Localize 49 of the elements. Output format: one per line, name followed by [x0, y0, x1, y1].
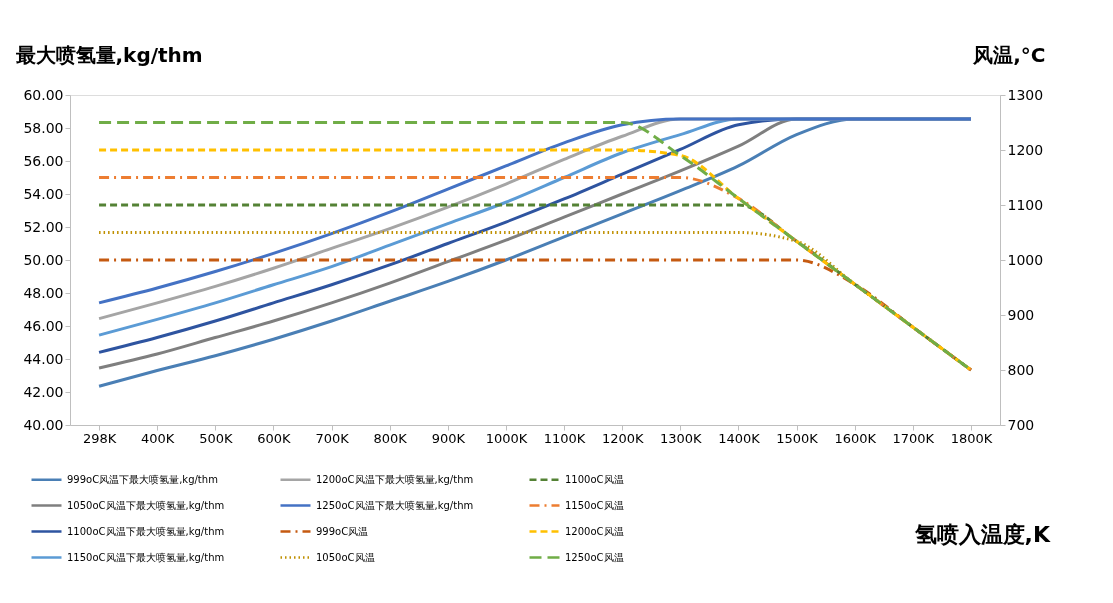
y2-tick-label: 700 [1007, 416, 1035, 433]
y-tick-label: 46.00 [23, 317, 64, 334]
x-tick-label: 500K [199, 430, 233, 446]
x-tick-label: 1600K [834, 430, 877, 446]
y-axis-title: 最大喷氢量,kg/thm [14, 42, 203, 67]
y2-tick-label: 1000 [1007, 251, 1044, 268]
y-tick-label: 42.00 [23, 383, 64, 400]
y-tick-label: 58.00 [23, 119, 64, 136]
x-tick-label: 1500K [776, 430, 819, 446]
legend-label: 1250oC风温 [565, 551, 624, 563]
y-tick-label: 50.00 [23, 251, 64, 268]
x-tick-label: 1000K [485, 430, 528, 446]
legend-label: 1200oC风温 [565, 525, 624, 537]
x-tick-label: 600K [257, 430, 292, 446]
y2-tick-label: 1100 [1007, 196, 1044, 213]
legend-label: 1100oC风温下最大喷氢量,kg/thm [67, 525, 225, 537]
y-tick-label: 60.00 [23, 86, 64, 103]
x-tick-label: 1200K [601, 430, 644, 446]
x-tick-label: 400K [141, 430, 175, 446]
legend-label: 999oC风温 [316, 525, 369, 537]
legend-label: 1200oC风温下最大喷氢量,kg/thm [316, 473, 474, 485]
x-tick-label: 1300K [660, 430, 703, 446]
legend-label: 1100oC风温 [565, 473, 624, 485]
x-axis-title: 氢喷入温度,K [913, 522, 1051, 547]
x-tick-label: 1700K [892, 430, 935, 446]
y2-tick-label: 900 [1007, 306, 1035, 323]
y-tick-label: 44.00 [23, 350, 64, 367]
x-tick-label: 900K [431, 430, 466, 446]
x-tick-label: 700K [315, 430, 350, 446]
y-tick-label: 54.00 [23, 185, 64, 202]
x-tick-label: 1400K [718, 430, 761, 446]
legend-label: 1150oC风温下最大喷氢量,kg/thm [67, 551, 225, 563]
x-tick-label: 800K [373, 430, 408, 446]
y2-tick-label: 800 [1007, 361, 1035, 378]
y2-tick-label: 1300 [1007, 86, 1044, 103]
y-tick-label: 40.00 [23, 416, 64, 433]
legend-label: 1150oC风温 [565, 499, 624, 511]
y-tick-label: 48.00 [23, 284, 64, 301]
legend-label: 999oC风温下最大喷氢量,kg/thm [67, 473, 218, 485]
x-tick-label: 298K [82, 430, 117, 446]
y-tick-label: 56.00 [23, 152, 64, 169]
legend-label: 1050oC风温 [316, 551, 375, 563]
y2-tick-label: 1200 [1007, 141, 1044, 158]
x-tick-label: 1800K [950, 430, 993, 446]
legend-label: 1050oC风温下最大喷氢量,kg/thm [67, 499, 225, 511]
legend-label: 1250oC风温下最大喷氢量,kg/thm [316, 499, 474, 511]
y-tick-label: 52.00 [23, 218, 64, 235]
y2-axis-title: 风温,°C [972, 42, 1046, 67]
x-tick-label: 1100K [543, 430, 586, 446]
